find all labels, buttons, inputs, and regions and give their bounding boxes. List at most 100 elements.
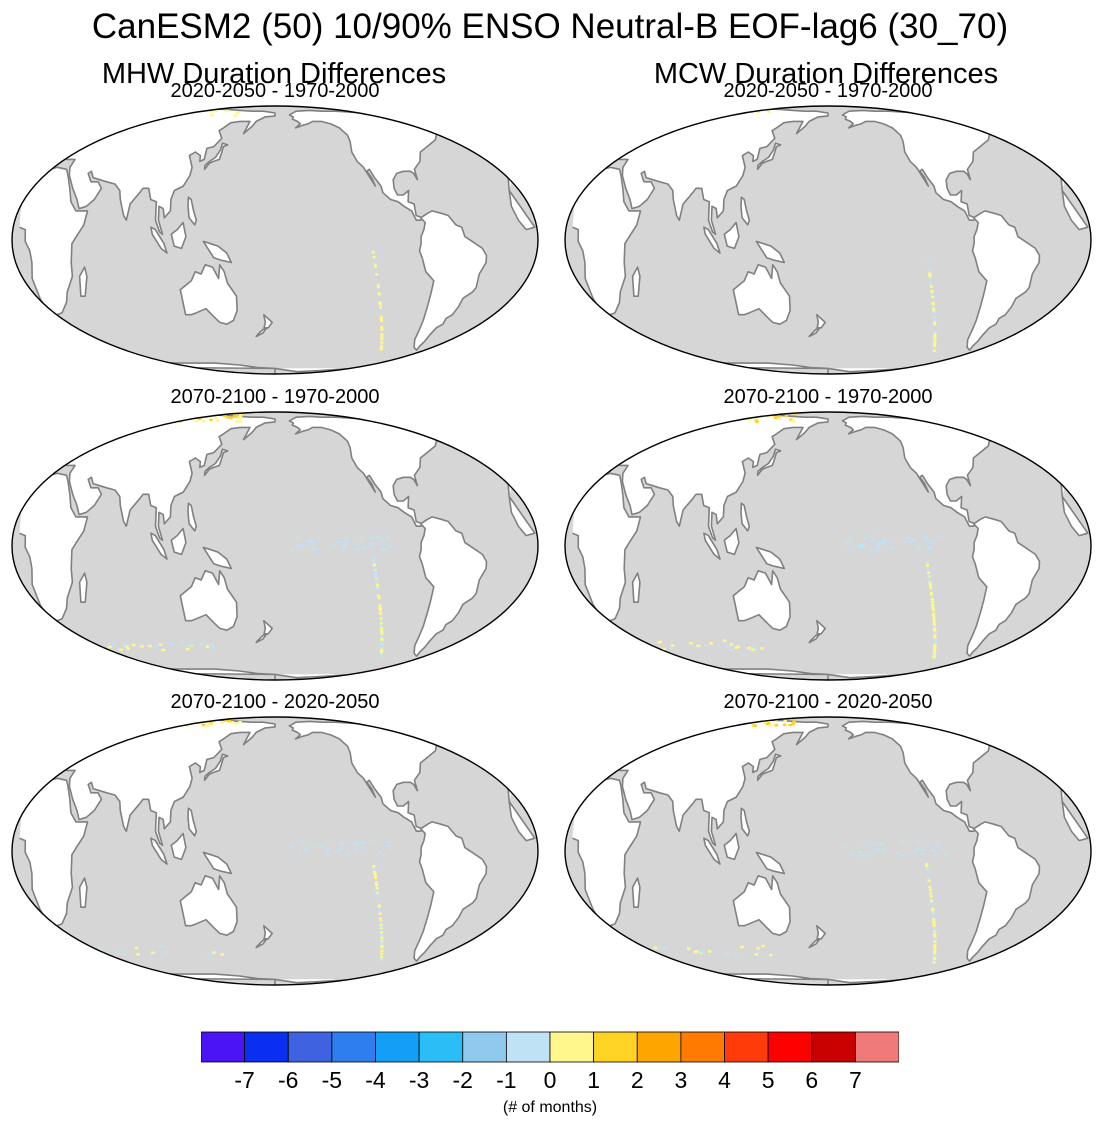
colorbar-units: (# of months) xyxy=(502,1099,598,1116)
landmass xyxy=(740,196,751,226)
colorbar-swatch xyxy=(375,1031,420,1063)
colorbar-tick-label: 6 xyxy=(805,1067,819,1093)
colorbar-tick-label: 4 xyxy=(718,1067,731,1093)
landmass xyxy=(934,719,968,730)
landmass xyxy=(170,221,187,250)
landmass xyxy=(732,264,791,325)
colorbar-tick-label: 3 xyxy=(674,1067,688,1093)
colorbar-tick-label: 0 xyxy=(543,1067,557,1093)
landmass xyxy=(381,108,415,119)
colorbar-swatch xyxy=(287,1031,333,1063)
landmass xyxy=(966,210,1041,351)
colorbar-swatch xyxy=(811,1031,856,1063)
colorbar-swatch xyxy=(593,1031,638,1063)
landmass xyxy=(703,226,721,254)
world-map xyxy=(11,105,539,375)
colorbar-tick-label: -1 xyxy=(496,1067,517,1093)
panel-title: 2070-2100 - 2020-2050 xyxy=(170,691,380,713)
colorbar-tick-label: -4 xyxy=(365,1067,386,1093)
world-map xyxy=(564,411,1092,681)
panel-title: 2020-2050 - 1970-2000 xyxy=(723,80,933,102)
colorbar-swatch xyxy=(331,1031,376,1063)
landmass xyxy=(202,851,233,875)
landmass xyxy=(413,516,488,657)
world-map xyxy=(564,105,1092,375)
landmass xyxy=(203,448,229,477)
landmass xyxy=(943,106,1013,123)
landmass xyxy=(631,266,641,297)
landmass xyxy=(808,633,821,644)
colorbar-swatch xyxy=(636,1031,682,1063)
landmass xyxy=(202,546,233,570)
landmass xyxy=(808,327,821,338)
colorbar-swatch xyxy=(418,1031,464,1063)
landmass xyxy=(934,108,968,119)
landmass xyxy=(631,572,641,603)
landmass xyxy=(740,502,751,532)
landmass xyxy=(179,264,238,325)
landmass xyxy=(390,106,460,123)
map-panel: 2070-2100 - 1970-2000 xyxy=(10,384,540,684)
landmass xyxy=(934,414,968,425)
landmass xyxy=(966,516,1041,657)
landmass xyxy=(703,532,721,560)
landmass xyxy=(381,414,415,425)
colorbar-tick-label: 7 xyxy=(848,1067,862,1093)
landmass xyxy=(756,753,782,782)
landmass xyxy=(732,875,791,936)
colorbar-swatch xyxy=(767,1031,813,1063)
colorbar-tick-label: -7 xyxy=(234,1067,255,1093)
column-title-mcw: MCW Duration Differences xyxy=(653,58,999,90)
map-panel: 2070-2100 - 2020-2050 xyxy=(10,689,540,989)
landmass xyxy=(203,142,229,171)
map-frame xyxy=(11,411,539,681)
colorbar xyxy=(201,1031,899,1063)
landmass xyxy=(390,717,460,734)
landmass xyxy=(255,633,268,644)
landmass xyxy=(179,875,238,936)
map-panel: 2070-2100 - 1970-2000 xyxy=(563,384,1093,684)
landmass xyxy=(150,532,168,560)
landmass xyxy=(381,719,415,730)
landmass xyxy=(170,832,187,861)
landmass xyxy=(647,412,665,414)
column-title-mhw: MHW Duration Differences xyxy=(101,58,447,90)
landmass xyxy=(732,570,791,631)
colorbar-tick-label: -5 xyxy=(321,1067,343,1093)
world-map xyxy=(11,411,539,681)
landmass xyxy=(255,327,268,338)
colorbar-swatch xyxy=(462,1031,507,1063)
landmass xyxy=(755,851,786,875)
landmass xyxy=(179,570,238,631)
landmass xyxy=(756,448,782,477)
landmass xyxy=(755,240,786,264)
colorbar-tick-label: 1 xyxy=(587,1067,601,1093)
landmass xyxy=(631,877,641,908)
landmass xyxy=(339,412,377,415)
map-frame xyxy=(11,105,539,375)
colorbar-swatch xyxy=(244,1031,289,1063)
map-frame xyxy=(11,716,539,986)
landmass xyxy=(187,196,198,226)
landmass xyxy=(756,142,782,171)
panel-title: 2070-2100 - 1970-2000 xyxy=(723,386,933,408)
landmass xyxy=(187,807,198,837)
landmass xyxy=(78,877,88,908)
map-panel: 2020-2050 - 1970-2000 xyxy=(10,78,540,378)
landmass xyxy=(170,527,187,556)
panel-title: 2070-2100 - 2020-2050 xyxy=(723,691,933,713)
landmass xyxy=(892,106,930,109)
colorbar-swatch xyxy=(549,1031,595,1063)
landmass xyxy=(78,266,88,297)
landmass xyxy=(255,938,268,949)
colorbar-tick-label: 2 xyxy=(630,1067,644,1093)
landmass xyxy=(966,821,1041,962)
map-panel: 2020-2050 - 1970-2000 xyxy=(563,78,1093,378)
map-panel: 2070-2100 - 2020-2050 xyxy=(563,689,1093,989)
colorbar-tick-label: -3 xyxy=(408,1067,430,1093)
landmass xyxy=(150,226,168,254)
landmass xyxy=(413,821,488,962)
landmass xyxy=(94,412,112,414)
landmass xyxy=(150,837,168,865)
landmass xyxy=(202,240,233,264)
